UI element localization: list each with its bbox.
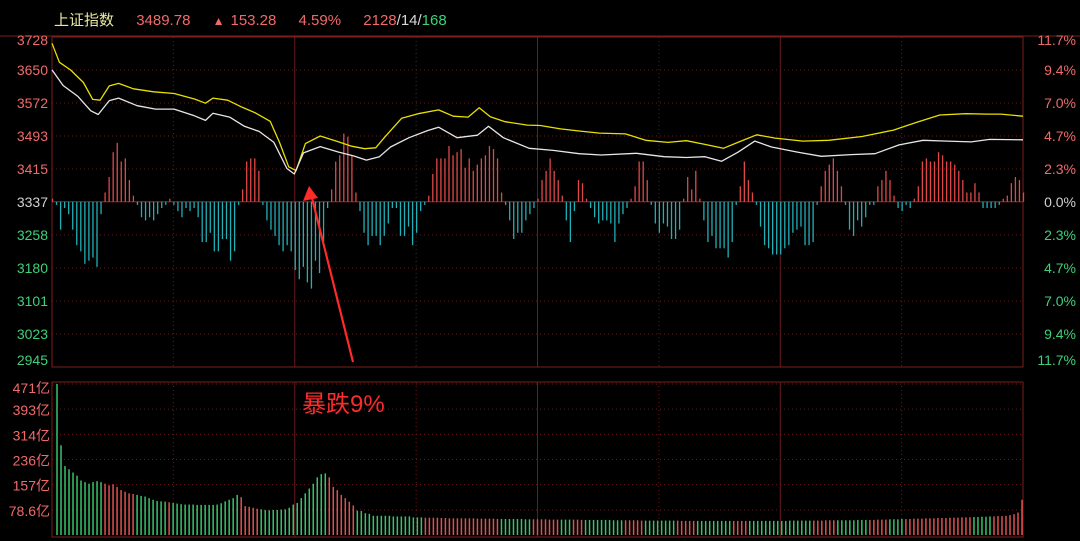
up-arrow-icon: ▲: [212, 14, 225, 28]
volume-tick-label: 78.6亿: [9, 503, 50, 519]
index-name: 上证指数: [54, 12, 115, 29]
crash-annotation: 暴跌9%: [302, 391, 385, 418]
price-tick-label: 2945: [17, 352, 48, 368]
pct-tick-label: 2.3%: [1044, 227, 1076, 243]
pct-tick-label: 4.7%: [1044, 260, 1076, 276]
breadth: 2128/14/168: [363, 12, 447, 29]
volume-tick-label: 471亿: [13, 380, 50, 396]
price-tick-label: 3337: [17, 194, 48, 210]
volume-bars: [56, 384, 1023, 535]
price-tick-label: 3415: [17, 161, 48, 177]
volume-tick-label: 393亿: [13, 402, 50, 418]
pct-tick-label: 0.0%: [1044, 194, 1076, 210]
price-tick-label: 3023: [17, 326, 48, 342]
change-value: 153.28: [230, 12, 277, 29]
pct-tick-label: 2.3%: [1044, 161, 1076, 177]
quote-header: 上证指数 3489.78 ▲ 153.28 4.59% 2128/14/168: [54, 9, 447, 30]
volume-pane-frame: [51, 381, 1024, 538]
price-tick-label: 3493: [17, 128, 48, 144]
price-tick-label: 3728: [17, 32, 48, 48]
price-pane-frame: [51, 36, 1024, 368]
price-tick-label: 3180: [17, 260, 48, 276]
index-price-line: [51, 69, 1024, 175]
pct-tick-label: 7.0%: [1044, 293, 1076, 309]
breadth-flat: 14: [400, 12, 418, 29]
pct-tick-label: 11.7%: [1037, 32, 1076, 48]
breadth-bars: [51, 133, 1025, 289]
average-price-line: [51, 43, 1024, 172]
volume-tick-label: 314亿: [13, 427, 50, 443]
grid-lines: [52, 36, 1023, 537]
breadth-down: 168: [421, 12, 447, 29]
last-price: 3489.78: [136, 12, 191, 29]
breadth-up: 2128: [363, 12, 397, 29]
volume-tick-label: 157亿: [13, 478, 50, 494]
volume-tick-label: 236亿: [13, 453, 50, 469]
pct-tick-label: 9.4%: [1044, 326, 1076, 342]
pct-tick-label: 4.7%: [1044, 128, 1076, 144]
price-tick-label: 3650: [17, 62, 48, 78]
pct-tick-label: 9.4%: [1044, 62, 1076, 78]
price-tick-label: 3258: [17, 227, 48, 243]
arrow-head-icon: [303, 186, 318, 201]
arrow-shaft: [309, 193, 355, 363]
price-tick-label: 3572: [17, 95, 48, 111]
pct-tick-label: 7.0%: [1044, 95, 1076, 111]
price-tick-label: 3101: [17, 293, 48, 309]
change-pct: 4.59%: [298, 12, 342, 29]
crash-arrow: [303, 186, 355, 363]
pct-tick-label: 11.7%: [1037, 352, 1076, 368]
